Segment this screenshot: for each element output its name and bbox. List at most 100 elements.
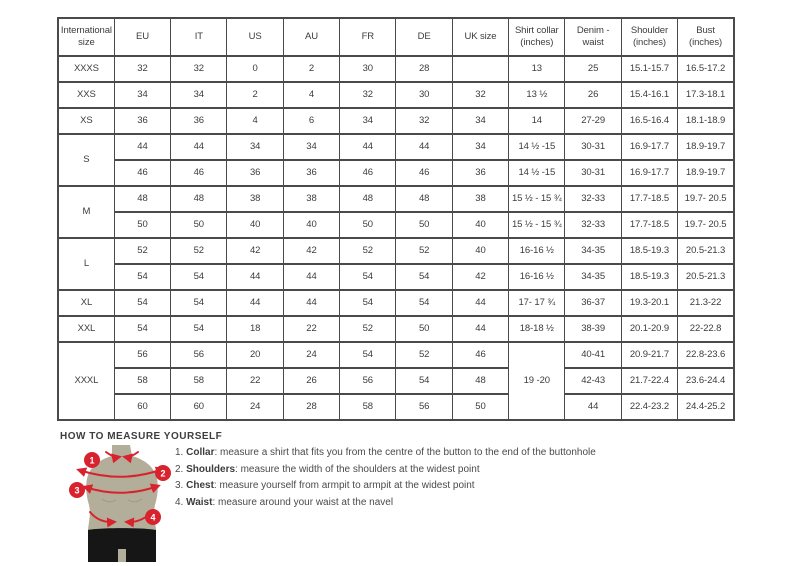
table-cell: 38	[282, 185, 341, 213]
table-cell: 30	[339, 55, 397, 83]
table-cell: 2	[282, 55, 341, 83]
table-cell: 30-31	[564, 133, 622, 161]
table-cell: S	[57, 133, 115, 187]
table-cell: XXS	[57, 81, 115, 109]
table-cell: 48	[451, 367, 510, 395]
table-row: L 52 52 42 42 52 52 40 16-16 ½ 34-35 18.5-19.3 20.5…	[57, 237, 735, 291]
table-cell: 17.7-18.5	[620, 211, 679, 239]
table-cell: 16-16 ½	[508, 237, 566, 265]
table-cell: 14	[508, 107, 566, 135]
column-header: EU	[113, 17, 172, 57]
table-cell: 30-31	[564, 159, 622, 187]
table-cell: 36	[226, 159, 284, 187]
measure-step: 1. Collar: measure a shirt that fits you…	[175, 447, 596, 464]
table-cell: 44	[451, 289, 510, 317]
table-cell: 20.1-20.9	[620, 315, 679, 343]
table-cell: 32	[395, 107, 453, 135]
measure-badge-2: 2	[155, 465, 171, 481]
column-header: AU	[282, 17, 341, 57]
table-row: XS 36 36 4 6 34 32 34 14 27-29 16.5-16.4 18.1-18.9	[57, 107, 735, 135]
table-cell: 44	[282, 263, 341, 291]
step-text: : measure yourself from armpit to armpit…	[213, 480, 475, 491]
table-cell: XS	[57, 107, 115, 135]
step-label: Collar	[186, 447, 215, 458]
column-header: US	[226, 17, 284, 57]
step-number: 3.	[175, 480, 184, 491]
table-cell: 18.5-19.3	[620, 263, 679, 291]
table-cell: 54	[339, 263, 397, 291]
torso-figure-icon: 1 2 3 4	[69, 445, 171, 562]
table-cell: 18	[226, 315, 284, 343]
chest-contour-left-icon	[101, 498, 117, 503]
table-row: S 44 44 34 34 44 44 34 14 ½ -15 30-31 16.9-17.7 18.…	[57, 133, 735, 187]
column-header: DE	[395, 17, 453, 57]
table-cell: 28	[395, 55, 453, 83]
table-cell: XXXS	[57, 55, 115, 83]
table-cell: 54	[395, 289, 453, 317]
table-cell: 44	[170, 133, 228, 161]
table-cell: 40	[451, 211, 510, 239]
table-cell: 32-33	[564, 185, 622, 213]
table-cell: 50	[395, 211, 453, 239]
column-header: Shirt collar (inches)	[508, 17, 566, 57]
table-cell: 56	[395, 393, 453, 421]
chest-contour-right-icon	[127, 498, 143, 503]
step-label: Waist	[186, 496, 213, 508]
table-cell: 34	[226, 133, 284, 161]
table-cell: 16.5-17.2	[677, 55, 735, 83]
table-row: XXS 34 34 2 4 32 30 32 13 ½ 26 15.4-16.1 17.3-18.1	[57, 81, 735, 109]
step-text: : measure a shirt that fits you from the…	[214, 447, 596, 458]
table-cell: 42	[451, 263, 510, 291]
table-cell: 46	[113, 159, 172, 187]
table-cell: 20.5-21.3	[677, 263, 735, 291]
table-cell: 18.9-19.7	[677, 159, 735, 187]
table-cell: 42-43	[564, 367, 622, 395]
table-cell	[451, 55, 510, 83]
table-cell: 32	[113, 55, 172, 83]
table-cell: 25	[564, 55, 622, 83]
table-cell: 16.9-17.7	[620, 133, 679, 161]
table-cell: 52	[113, 237, 172, 265]
table-cell: 52	[339, 315, 397, 343]
table-cell: 54	[113, 289, 172, 317]
table-cell: 16.5-16.4	[620, 107, 679, 135]
table-cell: L	[57, 237, 115, 291]
table-cell: 4	[226, 107, 284, 135]
table-cell: 46	[339, 159, 397, 187]
table-cell: 32	[170, 55, 228, 83]
table-cell: 18.1-18.9	[677, 107, 735, 135]
table-cell: 46	[170, 159, 228, 187]
step-label: Shoulders	[186, 463, 236, 475]
table-cell: 44	[451, 315, 510, 343]
table-cell: 17.7-18.5	[620, 185, 679, 213]
table-cell: 26	[564, 81, 622, 109]
table-cell: 19.3-20.1	[620, 289, 679, 317]
table-cell: 44	[226, 289, 284, 317]
table-cell: 50	[451, 393, 510, 421]
table-cell: 40-41	[564, 341, 622, 369]
table-row: XXL 54 54 18 22 52 50 44 18-18 ½ 38-39 20.1-20.9 22…	[57, 315, 735, 343]
table-cell: 34	[170, 81, 228, 109]
table-row: 58 58 22 26 56 54 48 42-43 21.7-22.4 23.6-24.4	[58, 367, 735, 395]
table-cell: 18.9-19.7	[677, 133, 735, 161]
table-cell: 48	[113, 185, 172, 213]
table-row: 60 60 24 28 58 56 50 44 22.4-23.2 24.4-25.2	[58, 393, 735, 421]
shoulders-measure-line-icon	[76, 466, 166, 478]
table-cell: 15 ½ - 15 ¾	[508, 211, 566, 239]
table-cell: 44	[113, 133, 172, 161]
column-header: UK size	[451, 17, 510, 57]
size-chart-table: International size EU IT US AU FR DE UK size Shi…	[57, 17, 735, 421]
table-cell: XL	[57, 289, 115, 317]
table-cell: 52	[395, 341, 453, 369]
table-cell: XXL	[57, 315, 115, 343]
table-cell: XXXL	[57, 341, 115, 421]
chest-measure-line-icon	[82, 483, 161, 494]
measure-steps: 1. Collar: measure a shirt that fits you…	[175, 447, 596, 513]
shorts-silhouette	[88, 528, 156, 562]
table-cell: 38	[451, 185, 510, 213]
table-cell: 19 -20	[508, 341, 566, 421]
svg-text:1: 1	[89, 456, 94, 466]
table-cell: 38-39	[564, 315, 622, 343]
measure-badge-3: 3	[69, 482, 85, 498]
table-cell: 21.3-22	[677, 289, 735, 317]
